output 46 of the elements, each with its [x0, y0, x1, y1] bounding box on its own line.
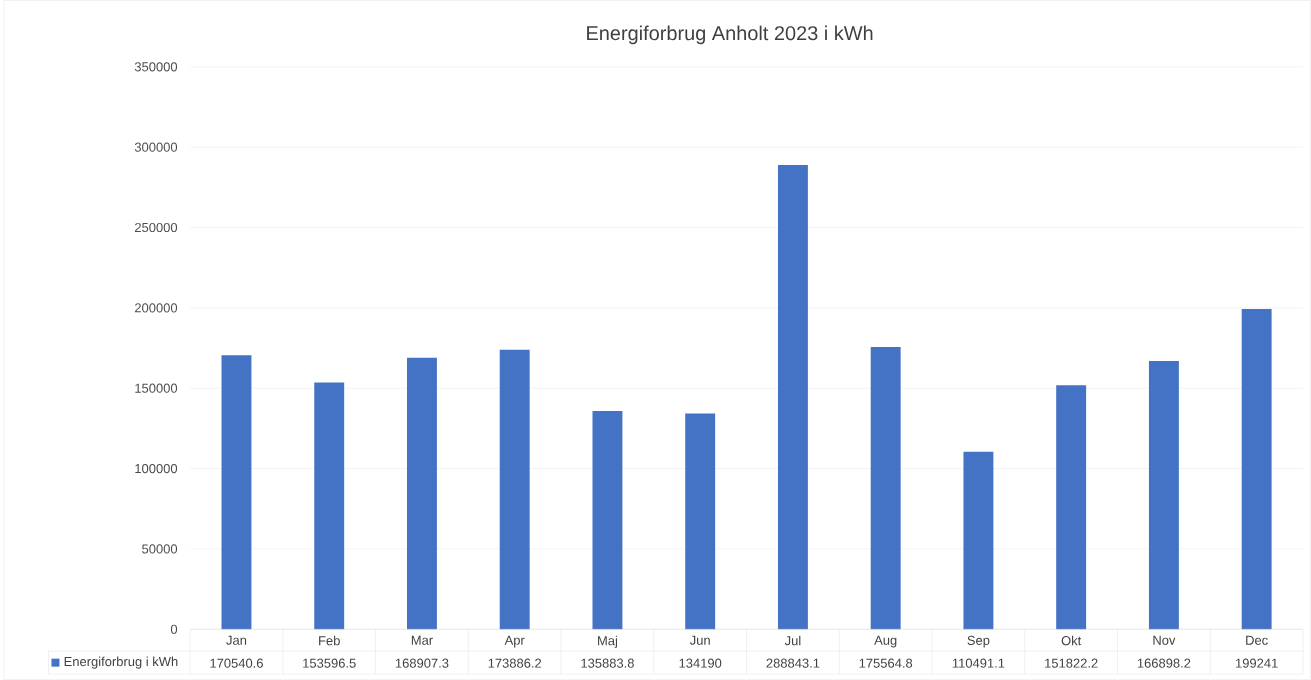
x-tick-label: Mar — [411, 635, 433, 645]
x-tick-label: Maj — [598, 635, 618, 648]
bar — [499, 349, 530, 630]
data-label: 134190 — [679, 658, 722, 668]
data-label: 173886.2 — [488, 658, 542, 668]
x-tick-label: Apr — [504, 635, 525, 648]
x-tick-label: Sep — [967, 635, 990, 648]
x-tick-label: Jun — [689, 635, 710, 645]
data-label: 170540.6 — [210, 658, 263, 668]
legend-label: Energiforbrug i kWh — [64, 656, 178, 669]
chart-title: Energiforbrug Anholt 2023 i kWh — [587, 25, 873, 45]
bar — [963, 451, 994, 630]
data-label: 135883.8 — [581, 658, 634, 668]
bar — [314, 382, 345, 630]
x-tick-label: Aug — [874, 635, 897, 648]
y-tick-label: 50000 — [142, 544, 178, 554]
data-label: 288843.1 — [766, 658, 820, 668]
data-label: 168907.3 — [395, 658, 449, 668]
x-tick-label: Jul — [784, 635, 801, 646]
bar — [1148, 361, 1179, 630]
x-tick-label: Jan — [226, 635, 247, 645]
data-label: 175564.8 — [859, 658, 913, 668]
y-tick-label: 300000 — [134, 142, 178, 152]
bar — [221, 355, 252, 630]
y-tick-label: 100000 — [135, 463, 178, 474]
x-tick-label: Nov — [1153, 635, 1176, 645]
y-tick-label: 200000 — [135, 303, 178, 313]
data-label: 110491.1 — [952, 658, 1005, 668]
bar — [870, 347, 901, 630]
data-label: 166898.2 — [1137, 658, 1191, 668]
y-tick-label: 250000 — [135, 222, 178, 233]
bar — [777, 165, 808, 630]
bar — [407, 357, 437, 630]
x-tick-label: Okt — [1061, 635, 1082, 646]
data-label: 153596.5 — [303, 658, 356, 668]
y-tick-label: 150000 — [135, 383, 178, 393]
y-tick-label: 350000 — [134, 62, 178, 72]
bar — [685, 413, 716, 630]
bar — [1056, 385, 1087, 630]
data-label: 199241 — [1236, 658, 1278, 668]
y-tick-label: 0 — [170, 624, 178, 634]
bar — [592, 410, 623, 630]
x-tick-label: Dec — [1246, 635, 1268, 645]
bar — [1241, 309, 1272, 630]
data-label: 151822.2 — [1045, 658, 1098, 668]
x-tick-label: Feb — [319, 635, 340, 646]
